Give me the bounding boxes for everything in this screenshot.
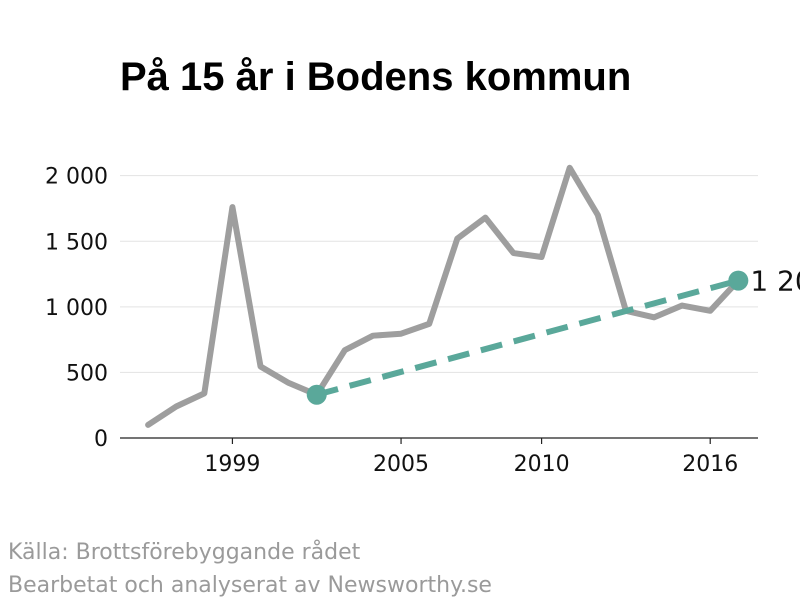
y-tick-label: 2 000 — [45, 165, 108, 190]
trend-layer: 1 200 — [306, 265, 800, 405]
trend-start-point — [306, 384, 327, 405]
source-line-2: Bearbetat och analyserat av Newsworthy.s… — [8, 573, 492, 598]
x-tick-label: 1999 — [204, 452, 260, 477]
x-tick-label: 2016 — [682, 452, 738, 477]
y-tick-label: 0 — [94, 427, 108, 452]
trend-end-label: 1 200 — [750, 265, 800, 298]
grid — [120, 175, 758, 373]
y-tick-label: 1 500 — [45, 230, 108, 255]
axes: 0 500 1 000 1 500 2 000 1999 2005 2010 2016 — [45, 165, 758, 477]
source-line-1: Källa: Brottsförebyggande rådet — [8, 539, 361, 565]
x-tick-label: 2010 — [514, 452, 570, 477]
trend-line — [315, 277, 740, 398]
series-layer — [145, 164, 742, 428]
y-tick-label: 1 000 — [45, 296, 108, 321]
series-line — [145, 164, 742, 428]
chart-title: På 15 år i Bodens kommun — [120, 55, 631, 99]
y-tick-label: 500 — [66, 361, 108, 386]
trend-end-point — [728, 270, 749, 291]
x-tick-label: 2005 — [373, 452, 429, 477]
